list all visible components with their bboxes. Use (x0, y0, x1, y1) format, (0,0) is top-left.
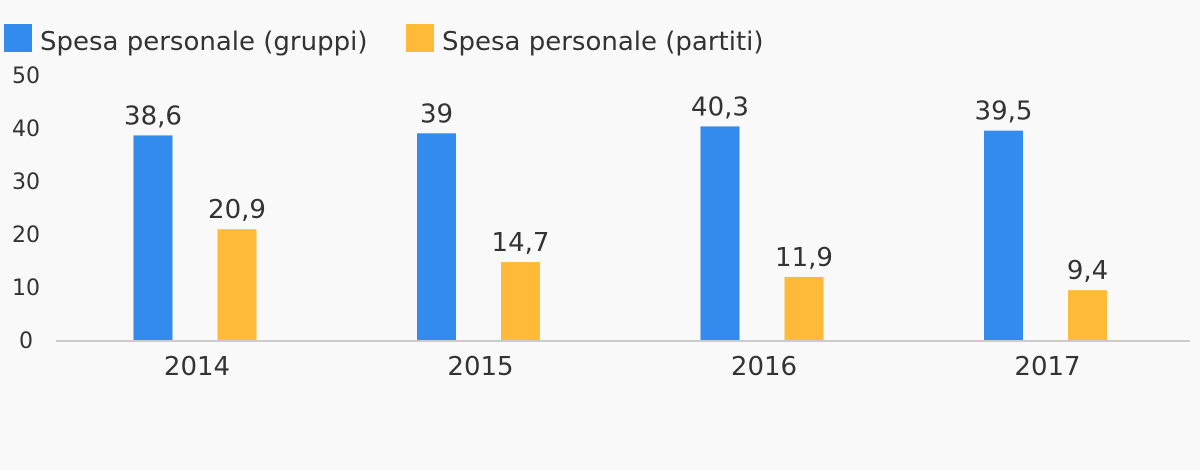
bar-2016-series-1 (700, 126, 740, 340)
data-labels: 38,6 20,9 39 14,7 40,3 11,9 39,5 9,4 (124, 92, 1108, 286)
data-label-2017-series-1: 39,5 (975, 97, 1033, 127)
bar-2017-series-2 (1068, 290, 1107, 340)
bars (133, 126, 1107, 340)
bar-2017-series-1 (984, 130, 1023, 340)
legend-label-2: Spesa personale (partiti) (442, 27, 764, 57)
data-label-2016-series-2: 11,9 (775, 243, 833, 273)
bar-2016-series-2 (784, 276, 824, 340)
bar-2015-series-1 (417, 133, 456, 340)
data-label-2016-series-1: 40,3 (691, 92, 749, 122)
legend-swatch-2 (406, 24, 434, 52)
x-category-label-2014: 2014 (164, 352, 230, 382)
bar-2015-series-2 (501, 262, 540, 340)
bar-2014-series-2 (217, 229, 257, 340)
data-label-2017-series-2: 9,4 (1067, 256, 1108, 286)
data-label-2014-series-2: 20,9 (208, 195, 266, 225)
legend-swatch-1 (4, 24, 32, 52)
y-tick-label-40: 40 (12, 117, 40, 142)
legend: Spesa personale (gruppi) Spesa personale … (4, 24, 764, 57)
legend-label-1: Spesa personale (gruppi) (40, 27, 367, 57)
x-axis: 2014 2015 2016 2017 (164, 352, 1081, 382)
y-tick-label-50: 50 (12, 64, 40, 89)
data-label-2014-series-1: 38,6 (124, 101, 182, 131)
bar-2014-series-1 (133, 135, 173, 340)
x-category-label-2015: 2015 (447, 352, 513, 382)
y-tick-label-0: 0 (19, 329, 33, 354)
y-tick-label-30: 30 (12, 170, 40, 195)
y-tick-label-10: 10 (12, 276, 40, 301)
y-tick-label-20: 20 (12, 223, 40, 248)
data-label-2015-series-2: 14,7 (492, 228, 550, 258)
data-label-2015-series-1: 39 (420, 99, 453, 129)
x-category-label-2016: 2016 (731, 352, 797, 382)
y-axis: 0 10 20 30 40 50 (12, 64, 40, 354)
x-category-label-2017: 2017 (1014, 352, 1080, 382)
